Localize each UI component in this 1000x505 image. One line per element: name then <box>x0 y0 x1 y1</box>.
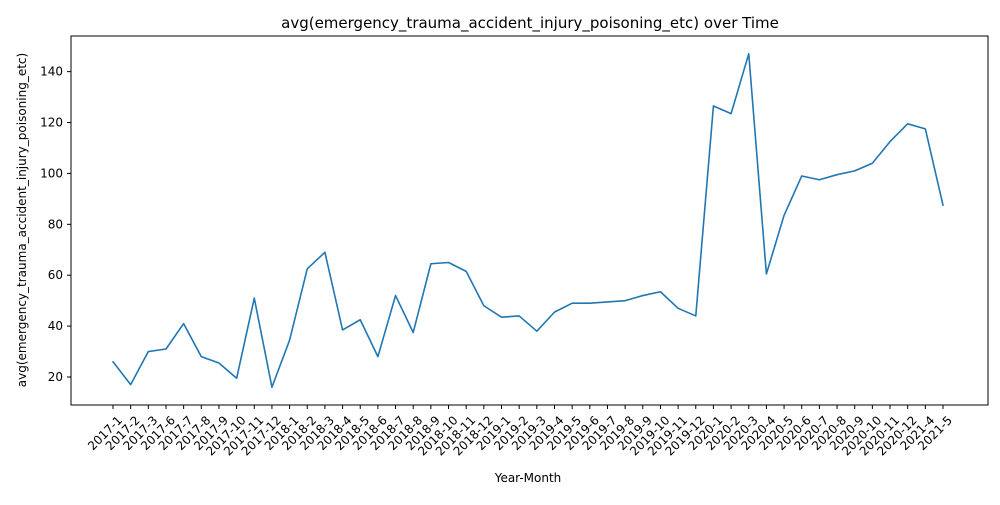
y-tick-label: 60 <box>48 268 63 282</box>
plot-area-frame <box>70 35 989 406</box>
y-tick-label: 20 <box>48 370 63 384</box>
y-tick-label: 40 <box>48 319 63 333</box>
y-axis-label: avg(emergency_trauma_accident_injury_poi… <box>15 53 29 387</box>
y-tick-label: 120 <box>40 116 63 130</box>
y-axis: 20 40 60 80 100 120 140 <box>40 65 71 384</box>
x-axis-label: Year-Month <box>494 471 562 485</box>
y-tick-label: 80 <box>48 217 63 231</box>
chart-title: avg(emergency_trauma_accident_injury_poi… <box>281 14 779 33</box>
x-axis: 2017-12017-22017-32017-62017-72017-82017… <box>85 405 955 459</box>
y-tick-label: 140 <box>40 65 63 79</box>
series-line <box>112 53 944 388</box>
y-tick-label: 100 <box>40 166 63 180</box>
